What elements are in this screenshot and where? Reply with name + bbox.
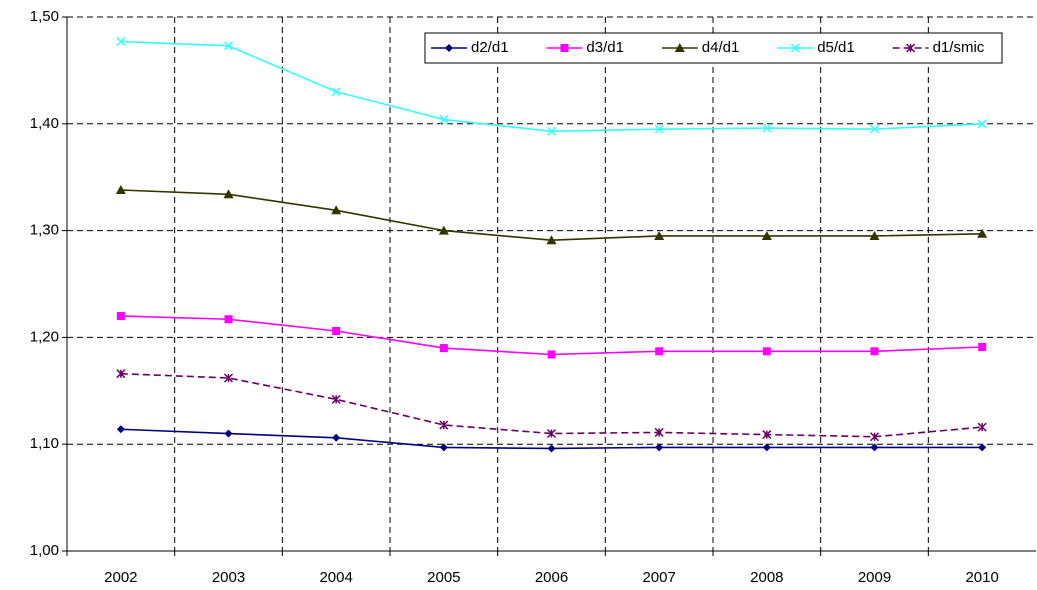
marker [439, 114, 449, 125]
marker [762, 347, 771, 356]
y-tick-label: 1,10 [30, 435, 59, 452]
marker [655, 443, 664, 452]
x-tick-label: 2006 [535, 569, 568, 586]
marker [762, 443, 771, 452]
x-tick-label: 2002 [104, 569, 137, 586]
series-line [120, 372, 983, 438]
marker [438, 225, 449, 235]
marker [977, 228, 988, 238]
marker [870, 443, 879, 452]
marker [223, 373, 234, 383]
marker [115, 185, 126, 195]
marker [547, 350, 556, 359]
marker [116, 312, 125, 321]
marker [761, 230, 772, 240]
marker [762, 430, 772, 440]
marker [546, 126, 557, 136]
x-tick-label: 2007 [642, 569, 675, 586]
marker [978, 443, 987, 452]
marker [224, 315, 233, 324]
marker [439, 443, 448, 452]
marker [439, 344, 448, 353]
marker [869, 230, 880, 240]
marker [654, 230, 665, 240]
marker [560, 44, 569, 52]
legend-label: d4/d1 [702, 39, 740, 56]
marker [331, 87, 341, 97]
marker [116, 369, 126, 379]
marker [762, 123, 772, 133]
y-tick-label: 1,30 [30, 222, 59, 239]
marker [655, 347, 664, 356]
y-tick-label: 1,20 [30, 328, 59, 345]
legend-label: d5/d1 [817, 39, 855, 56]
x-tick-label: 2010 [965, 569, 998, 586]
y-tick-label: 1,50 [30, 8, 59, 25]
marker [674, 43, 685, 52]
x-tick-label: 2004 [319, 569, 352, 586]
marker [870, 347, 879, 356]
legend-label: d3/d1 [586, 39, 624, 56]
x-tick-label: 2005 [427, 569, 460, 586]
marker [116, 425, 125, 434]
marker [977, 119, 987, 129]
marker [332, 326, 341, 335]
x-tick-label: 2009 [858, 569, 891, 586]
marker [223, 189, 234, 199]
series-line [120, 315, 983, 356]
legend-label: d1/smic [933, 39, 985, 56]
marker [654, 427, 664, 437]
marker [332, 433, 341, 442]
series-line [120, 189, 983, 242]
marker [978, 343, 987, 352]
x-tick-label: 2008 [750, 569, 783, 586]
marker [116, 37, 126, 47]
marker [654, 124, 664, 134]
marker [977, 422, 987, 432]
legend-label: d2/d1 [471, 39, 509, 56]
marker [869, 432, 880, 442]
marker [790, 43, 800, 53]
marker [331, 205, 342, 215]
marker [223, 41, 234, 51]
marker [445, 44, 453, 52]
marker [869, 124, 880, 134]
marker [547, 444, 556, 453]
marker [546, 428, 557, 439]
marker [331, 394, 341, 404]
marker [546, 235, 557, 245]
marker [906, 43, 916, 53]
marker [439, 420, 449, 430]
y-tick-label: 1,00 [30, 542, 59, 559]
x-tick-label: 2003 [212, 569, 245, 586]
y-tick-label: 1,40 [30, 115, 59, 132]
marker [224, 429, 233, 438]
